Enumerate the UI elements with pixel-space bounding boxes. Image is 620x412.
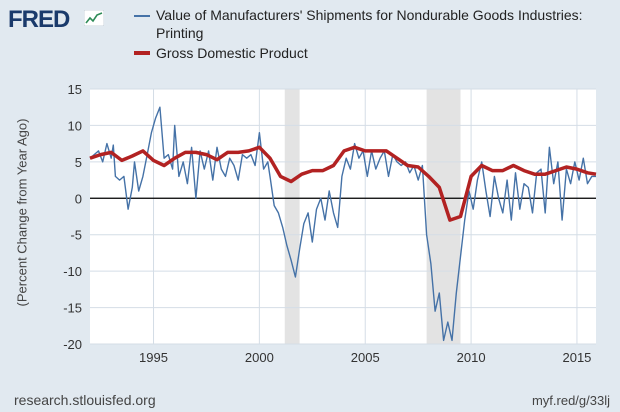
y-tick-label-0: 0 <box>75 191 82 206</box>
trend-line-icon <box>84 10 104 26</box>
x-tick-label-2005: 2005 <box>351 350 380 365</box>
short-url-link[interactable]: myf.red/g/33lj <box>531 393 610 408</box>
y-tick-label-5: 5 <box>75 155 82 170</box>
x-tick-label-2000: 2000 <box>245 350 274 365</box>
plot-area <box>90 89 596 344</box>
recession-band-0 <box>284 89 300 344</box>
y-tick-label--20: -20 <box>63 337 82 352</box>
y-tick-label--10: -10 <box>63 264 82 279</box>
fred-logo-text: FRED <box>8 6 70 33</box>
fred-logo[interactable]: FRED <box>8 6 70 34</box>
source-link[interactable]: research.stlouisfed.org <box>14 392 156 408</box>
series-line-gdp <box>89 145 597 222</box>
legend-swatch-gdp <box>134 51 150 55</box>
series-line-shipments <box>89 106 596 342</box>
legend-label-shipments: Value of Manufacturers' Shipments for No… <box>156 7 583 41</box>
legend-swatch-shipments <box>134 15 150 17</box>
x-tick-label-1995: 1995 <box>139 350 168 365</box>
legend-label-gdp: Gross Domestic Product <box>156 45 308 61</box>
chart-legend: Value of Manufacturers' Shipments for No… <box>134 6 586 64</box>
legend-entry-gdp: Gross Domestic Product <box>134 44 586 62</box>
legend-entry-shipments: Value of Manufacturers' Shipments for No… <box>134 6 586 42</box>
y-tick-label--15: -15 <box>63 301 82 316</box>
y-tick-label--5: -5 <box>70 228 82 243</box>
y-tick-label-15: 15 <box>68 82 82 97</box>
x-tick-label-2010: 2010 <box>457 350 486 365</box>
x-tick-label-2015: 2015 <box>562 350 591 365</box>
y-tick-label-10: 10 <box>68 118 82 133</box>
